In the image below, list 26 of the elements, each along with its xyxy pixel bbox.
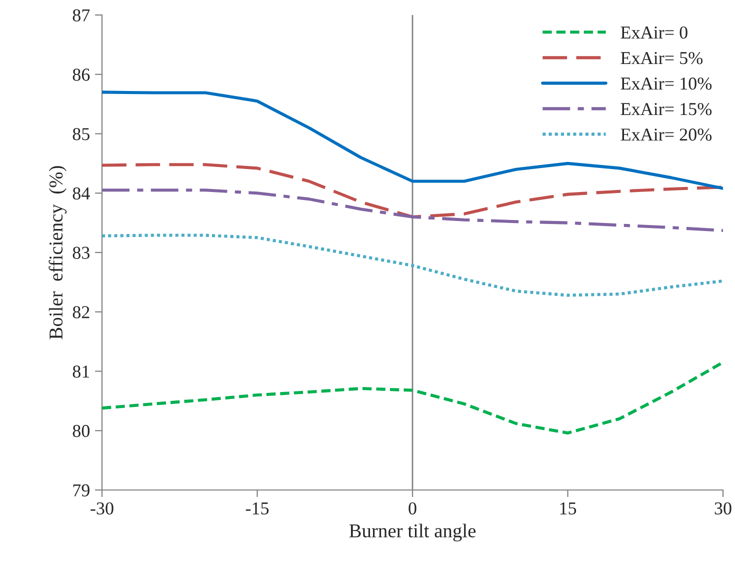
legend-label: ExAir= 10% bbox=[620, 77, 712, 90]
y-tick-label: 82 bbox=[72, 306, 90, 318]
x-tick-label: 30 bbox=[714, 502, 732, 515]
y-tick-label: 87 bbox=[72, 9, 90, 22]
x-axis-title: Burner tilt angle bbox=[349, 524, 476, 542]
line-series bbox=[102, 163, 723, 218]
y-tick-label: 80 bbox=[72, 424, 90, 438]
y-tick-label: 79 bbox=[73, 484, 90, 496]
legend-label: ExAir= 5% bbox=[620, 52, 703, 64]
legend-label: ExAir= 15% bbox=[620, 103, 712, 116]
legend-label: ExAir= 20% bbox=[620, 128, 712, 141]
line-series bbox=[102, 234, 723, 297]
y-tick-label: 85 bbox=[72, 128, 90, 140]
legend-label: ExAir= 0 bbox=[620, 26, 688, 39]
x-tick-label: 15 bbox=[560, 502, 576, 515]
x-tick-label: -15 bbox=[246, 502, 269, 515]
y-tick-label: 84 bbox=[72, 187, 90, 200]
y-tick-label: 86 bbox=[72, 68, 90, 81]
y-axis-title: Boiler efficiency (%) bbox=[48, 166, 67, 340]
line-series bbox=[102, 188, 723, 232]
x-tick-label: -30 bbox=[90, 502, 114, 515]
y-tick-label: 83 bbox=[72, 246, 90, 259]
y-tick-label: 81 bbox=[72, 366, 90, 378]
x-tick-label: 0 bbox=[408, 502, 416, 515]
line-series bbox=[102, 360, 723, 435]
line-series bbox=[102, 90, 723, 190]
